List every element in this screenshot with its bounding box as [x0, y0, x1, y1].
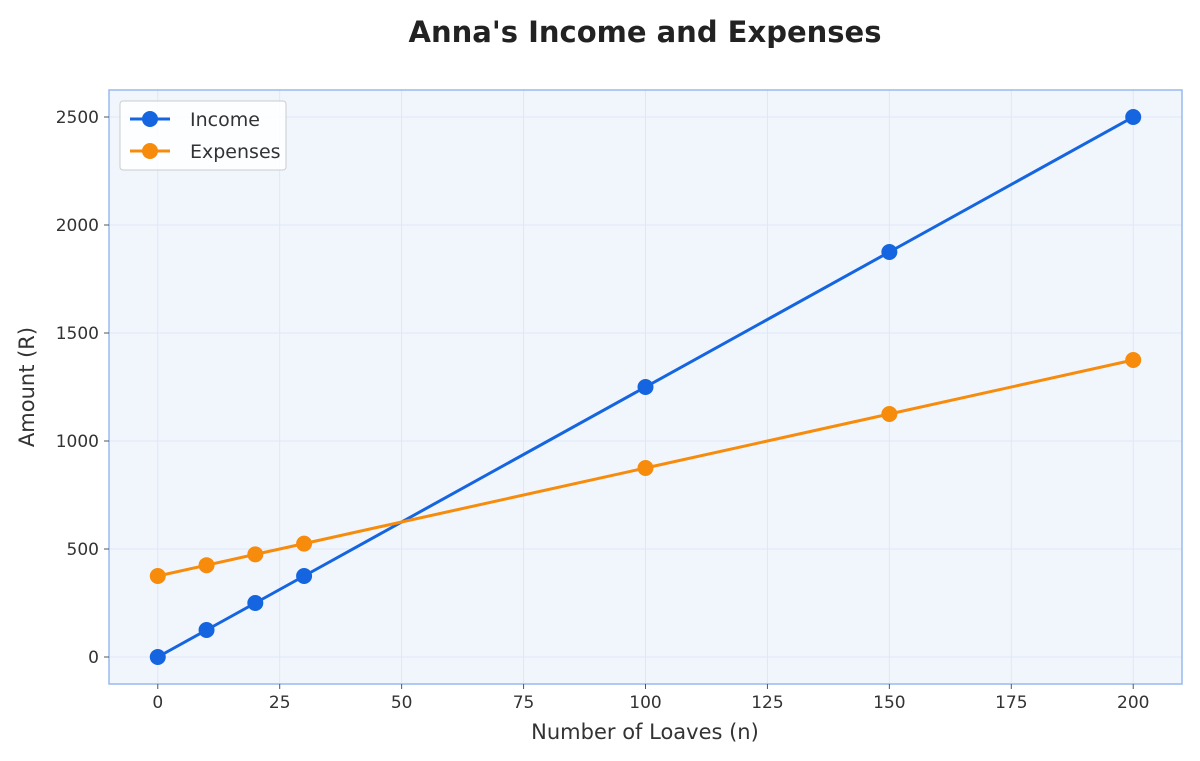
income-point [637, 379, 654, 395]
y-tick-label: 0 [88, 648, 99, 668]
series-expenses [149, 352, 1142, 584]
x-tick-label: 50 [391, 693, 413, 713]
x-tick-label: 150 [873, 693, 905, 713]
legend-expenses-marker [142, 143, 158, 159]
expenses-point [296, 535, 313, 552]
income-point [1125, 109, 1142, 125]
income-point [296, 568, 313, 584]
legend-expenses-label: Expenses [190, 141, 281, 163]
series-layer [149, 109, 1142, 665]
income-point [247, 595, 264, 611]
y-axis-label: Amount (R) [15, 327, 39, 447]
expenses-point [1125, 352, 1142, 368]
grid [109, 90, 1182, 684]
legend-income-label: Income [190, 109, 260, 131]
x-tick-label: 75 [513, 693, 535, 713]
y-tick-label: 1500 [56, 324, 99, 344]
income-point [881, 244, 898, 260]
y-tick-label: 2000 [56, 216, 99, 236]
x-tick-label: 100 [629, 693, 661, 713]
income-point [198, 622, 215, 638]
x-tick-label: 125 [751, 693, 783, 713]
expenses-point [881, 406, 898, 422]
legend: Income Expenses [119, 100, 287, 171]
x-tick-label: 0 [152, 693, 163, 713]
legend-income-marker [142, 111, 158, 127]
y-tick-label: 500 [67, 540, 99, 560]
x-tick-label: 200 [1117, 693, 1149, 713]
expenses-point [637, 460, 654, 476]
x-tick-label: 25 [269, 693, 291, 713]
x-axis-ticks: 0 25 50 75 100 125 150 175 200 [152, 684, 1149, 713]
y-tick-label: 2500 [56, 108, 99, 128]
expenses-point [149, 568, 166, 584]
x-tick-label: 175 [995, 693, 1027, 713]
expenses-point [198, 557, 215, 574]
series-income [149, 109, 1142, 665]
y-tick-label: 1000 [56, 432, 99, 452]
expenses-point [247, 546, 264, 563]
x-axis-label: Number of Loaves (n) [531, 720, 759, 744]
y-axis-ticks: 0 500 1000 1500 2000 2500 [56, 108, 109, 668]
income-point [149, 649, 166, 665]
chart-title: Anna's Income and Expenses [409, 15, 882, 49]
